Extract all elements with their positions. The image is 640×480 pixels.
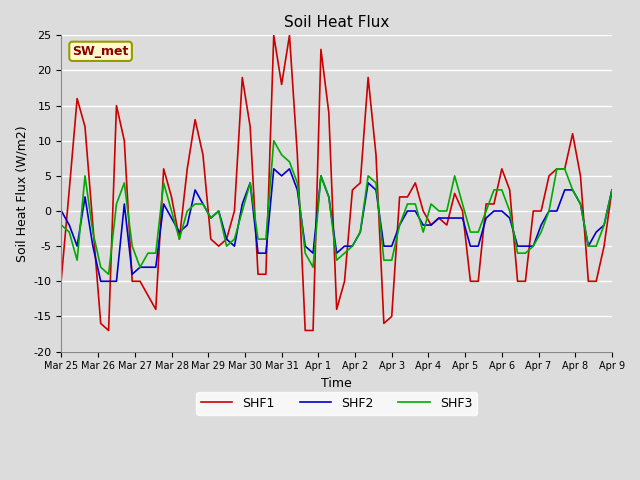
- SHF3: [74, 257, 81, 263]
- SHF2: [74, 243, 81, 249]
- SHF2: [270, 166, 278, 172]
- Text: SW_met: SW_met: [72, 45, 129, 58]
- SHF3: [608, 187, 616, 193]
- SHF3: [144, 250, 152, 256]
- SHF3: [58, 222, 65, 228]
- Title: Soil Heat Flux: Soil Heat Flux: [284, 15, 389, 30]
- X-axis label: Time: Time: [321, 377, 352, 390]
- SHF1: [608, 187, 616, 193]
- Legend: SHF1, SHF2, SHF3: SHF1, SHF2, SHF3: [196, 392, 477, 415]
- SHF1: [270, 33, 278, 38]
- Line: SHF1: SHF1: [61, 36, 612, 330]
- Line: SHF2: SHF2: [61, 169, 612, 281]
- SHF3: [340, 250, 348, 256]
- SHF2: [593, 229, 600, 235]
- SHF2: [569, 187, 577, 193]
- SHF3: [569, 187, 577, 193]
- SHF2: [404, 208, 412, 214]
- SHF1: [569, 131, 577, 137]
- SHF3: [105, 271, 113, 277]
- SHF1: [404, 194, 412, 200]
- SHF3: [404, 201, 412, 207]
- SHF2: [608, 187, 616, 193]
- Y-axis label: Soil Heat Flux (W/m2): Soil Heat Flux (W/m2): [15, 125, 28, 262]
- SHF2: [144, 264, 152, 270]
- SHF2: [58, 208, 65, 214]
- Line: SHF3: SHF3: [61, 141, 612, 274]
- SHF1: [340, 278, 348, 284]
- SHF3: [270, 138, 278, 144]
- SHF1: [105, 327, 113, 333]
- SHF2: [340, 243, 348, 249]
- SHF1: [74, 96, 81, 101]
- SHF3: [593, 243, 600, 249]
- SHF2: [97, 278, 104, 284]
- SHF1: [593, 278, 600, 284]
- SHF1: [144, 292, 152, 298]
- SHF1: [58, 275, 65, 281]
